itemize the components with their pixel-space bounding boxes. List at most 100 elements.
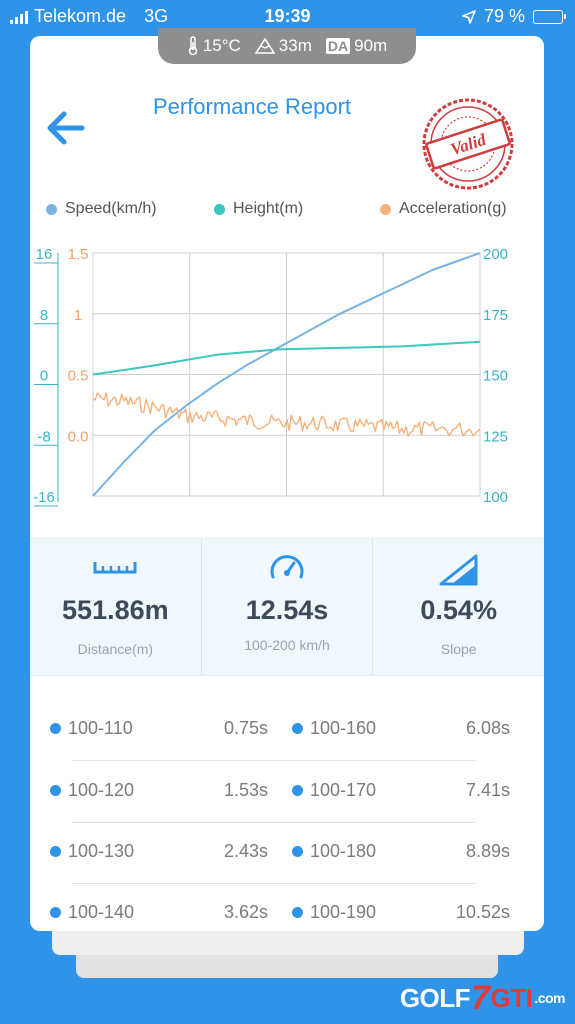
tick-label-left-outer: -8 — [37, 428, 50, 445]
list-item: 100-130 2.43s 100-180 8.89s — [30, 841, 544, 871]
environment-pill: 15°C 33m DA 90m — [158, 28, 416, 64]
battery-percent: 79 % — [483, 6, 525, 26]
bullet-icon — [50, 846, 61, 857]
tick-label-right: 150 — [483, 368, 508, 385]
interval-label: 100-130 — [68, 841, 135, 861]
stat-distance: 551.86m Distance(m) — [30, 539, 201, 675]
row-divider — [72, 822, 476, 823]
altitude-value: 33m — [278, 36, 312, 55]
tick-label-left-outer: 8 — [40, 307, 48, 324]
valid-stamp-icon: Valid — [422, 98, 514, 190]
bullet-icon — [50, 723, 61, 734]
interval-label: 100-110 — [68, 718, 133, 738]
clock: 19:39 — [264, 6, 311, 26]
interval-time: 10.52s — [455, 902, 510, 922]
watermark-golf: GOLF — [399, 982, 471, 1013]
list-item: 100-110 0.75s 100-160 6.08s — [30, 718, 544, 748]
list-item: 100-140 3.62s 100-190 10.52s — [30, 902, 544, 931]
interval-label: 100-160 — [310, 718, 377, 738]
density-altitude-value: 90m — [354, 36, 388, 55]
stats-panel: 551.86m Distance(m) 12.54s 100-200 km/h … — [30, 538, 544, 676]
tick-label-left-outer: -16 — [33, 489, 55, 506]
stat-slope-value: 0.54% — [420, 595, 497, 625]
legend-speed: Speed(km/h) — [46, 200, 157, 218]
tick-label-left-outer: 0 — [40, 368, 48, 385]
legend-acceleration: Acceleration(g) — [380, 200, 507, 218]
stat-time-value: 12.54s — [245, 595, 329, 625]
network-type: 3G — [144, 6, 169, 26]
tick-label-right: 200 — [483, 246, 508, 263]
interval-time: 8.89s — [465, 841, 510, 861]
stat-distance-value: 551.86m — [62, 595, 169, 625]
interval-time: 2.43s — [223, 841, 268, 861]
tick-label-right: 125 — [483, 428, 508, 445]
carrier-name: Telekom.de — [34, 6, 127, 26]
signal-icon — [10, 10, 28, 24]
stat-time-label: 100-200 km/h — [244, 637, 330, 653]
bullet-icon — [50, 785, 61, 796]
legend-acceleration-label: Acceleration(g) — [399, 200, 507, 217]
watermark-seven: 7 — [471, 978, 490, 1017]
density-altitude-item: DA 90m — [325, 36, 388, 56]
height-series-line — [92, 340, 481, 376]
row-divider — [72, 883, 476, 884]
ruler-icon — [93, 562, 137, 574]
carrier-info: Telekom.de 3G — [10, 6, 168, 27]
stat-slope-label: Slope — [440, 641, 477, 657]
arrow-left-icon[interactable] — [44, 108, 86, 148]
interval-label: 100-190 — [310, 902, 377, 922]
row-divider — [72, 760, 476, 761]
page-title: Performance Report — [152, 94, 352, 119]
density-altitude-label: DA — [325, 38, 351, 54]
tick-label-left-outer: 16 — [36, 246, 53, 263]
interval-time: 7.41s — [465, 780, 510, 800]
tick-label-left-inner: 1 — [74, 307, 82, 324]
temperature-item: 15°C — [187, 36, 241, 56]
performance-chart: 16 8 0 -8 -16 1.5 1 0.5 0.0 200 175 150 125 100 — [33, 246, 508, 507]
bullet-icon — [292, 723, 303, 734]
watermark-gti: GTI — [490, 982, 533, 1013]
speed-series-line — [92, 252, 481, 497]
speed-dot-icon — [46, 203, 57, 215]
interval-label: 100-140 — [68, 902, 135, 922]
bullet-icon — [292, 785, 303, 796]
tick-label-right: 175 — [483, 307, 508, 324]
thermometer-icon — [188, 36, 198, 56]
bullet-icon — [292, 907, 303, 918]
report-card: Performance Report Valid Speed(km/h) Hei… — [30, 36, 544, 931]
interval-label: 100-170 — [310, 780, 377, 800]
location-arrow-icon — [462, 9, 476, 24]
tick-label-left-inner: 1.5 — [68, 246, 89, 263]
interval-label: 100-120 — [68, 780, 135, 800]
mountain-icon — [254, 38, 275, 54]
watermark-logo: GOLF 7 GTI .com — [399, 978, 566, 1017]
stat-time: 12.54s 100-200 km/h — [200, 539, 373, 675]
acceleration-dot-icon — [380, 203, 391, 215]
tick-label-left-inner: 0.0 — [68, 428, 89, 445]
slope-icon — [439, 554, 478, 586]
tick-label-right: 100 — [483, 489, 508, 506]
bullet-icon — [50, 907, 61, 918]
stat-slope: 0.54% Slope — [372, 539, 544, 675]
interval-label: 100-180 — [310, 841, 377, 861]
legend-height-label: Height(m) — [233, 200, 304, 217]
status-bar: Telekom.de 3G 19:39 79 % — [0, 0, 575, 34]
altitude-item: 33m — [254, 36, 312, 56]
status-right: 79 % — [462, 6, 566, 27]
temperature-value: 15°C — [202, 36, 241, 55]
legend-speed-label: Speed(km/h) — [65, 200, 157, 217]
watermark-com: .com — [534, 990, 565, 1006]
interval-time: 3.62s — [223, 902, 268, 922]
tick-label-left-inner: 0.5 — [68, 368, 89, 385]
stat-distance-label: Distance(m) — [77, 641, 154, 657]
acceleration-series-line — [92, 392, 481, 437]
legend-height: Height(m) — [214, 200, 303, 218]
list-item: 100-120 1.53s 100-170 7.41s — [30, 780, 544, 810]
speedometer-icon — [270, 555, 304, 579]
chart-legend: Speed(km/h) Height(m) Acceleration(g) — [30, 200, 544, 224]
bullet-icon — [292, 846, 303, 857]
interval-time: 6.08s — [465, 718, 510, 738]
interval-time: 0.75s — [223, 718, 268, 738]
interval-time: 1.53s — [223, 780, 268, 800]
height-dot-icon — [214, 203, 225, 215]
